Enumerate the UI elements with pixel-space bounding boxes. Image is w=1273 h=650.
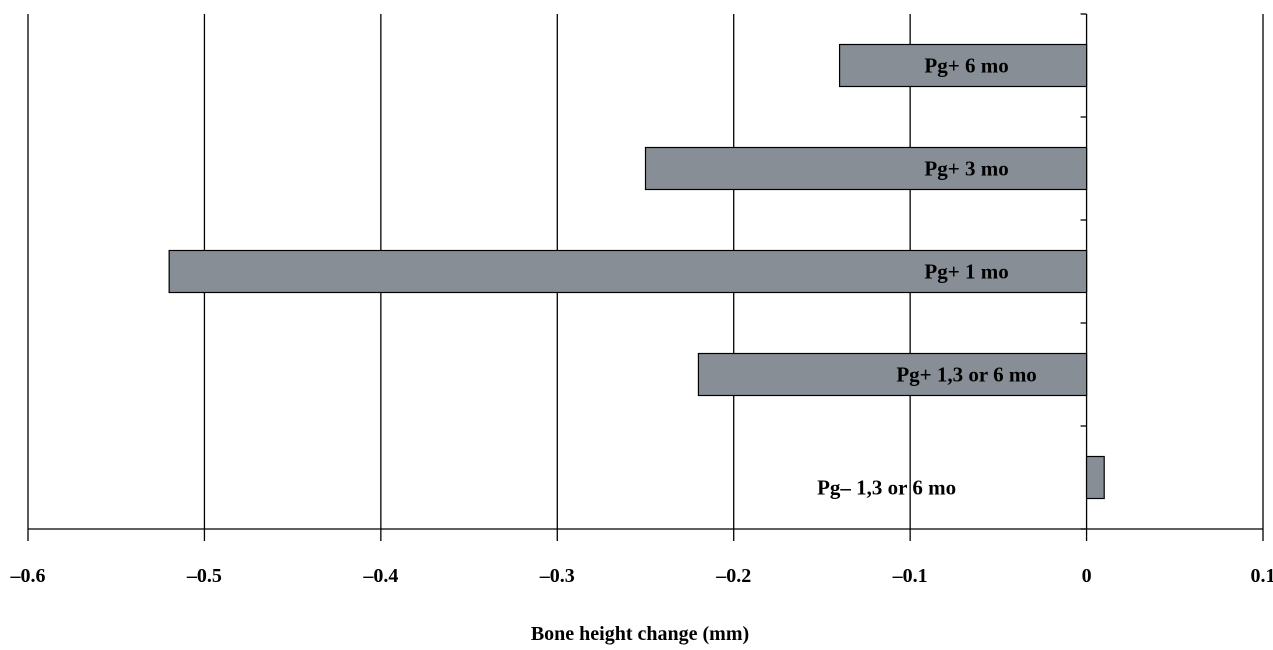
bar-label-1: Pg+ 3 mo: [924, 157, 1008, 181]
bar-2: [168, 249, 1088, 294]
x-tick-label-0: –0.6: [10, 565, 46, 587]
bar-label-0: Pg+ 6 mo: [924, 54, 1008, 78]
x-tick-label-3: –0.3: [539, 565, 575, 587]
bar-label-3: Pg+ 1,3 or 6 mo: [896, 363, 1036, 387]
bar-1: [644, 146, 1088, 191]
x-axis-title: Bone height change (mm): [531, 623, 749, 645]
bar-label-2: Pg+ 1 mo: [924, 260, 1008, 284]
x-tick-label-6: 0: [1082, 565, 1092, 587]
x-tick-label-2: –0.4: [362, 565, 398, 587]
bar-0: [838, 43, 1088, 88]
x-tick-label-7: 0.1: [1251, 565, 1273, 587]
x-tick-label-1: –0.5: [186, 565, 222, 587]
bar-layer: [168, 43, 1105, 500]
label-layer: –0.6 –0.5 –0.4 –0.3 –0.2 –0.1 0 0.1 Pg+ 6 mo Pg+ …: [10, 54, 1273, 588]
x-tick-label-4: –0.2: [715, 565, 751, 587]
bar-label-4: Pg– 1,3 or 6 mo: [817, 476, 956, 500]
bar-3: [697, 352, 1088, 397]
bar-4: [1085, 455, 1105, 500]
x-tick-label-5: –0.1: [892, 565, 928, 587]
